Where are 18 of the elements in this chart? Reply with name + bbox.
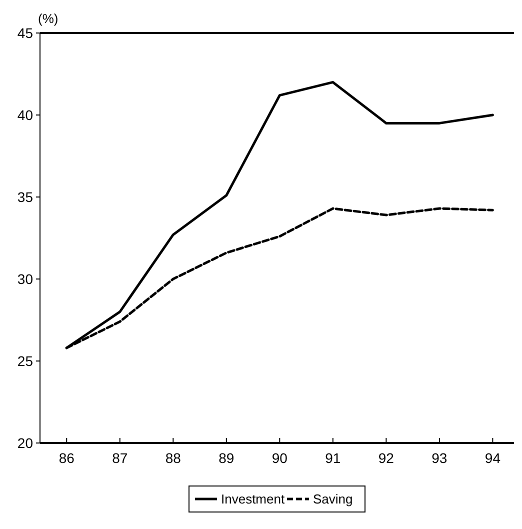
x-tick-label: 92 <box>378 450 394 466</box>
y-tick-label: 35 <box>17 188 34 205</box>
x-tick-label: 90 <box>272 450 288 466</box>
y-tick-label: 45 <box>17 24 34 41</box>
x-tick-label: 89 <box>218 450 234 466</box>
y-tick-label: 30 <box>17 270 34 287</box>
y-tick-label: 20 <box>17 434 34 451</box>
legend-label: Investment <box>221 492 285 507</box>
y-tick-label: 25 <box>17 352 34 369</box>
y-axis-title: (%) <box>38 11 58 26</box>
x-tick-label: 88 <box>165 450 182 466</box>
x-tick-label: 86 <box>58 450 75 466</box>
x-tick-label: 87 <box>112 450 128 466</box>
legend-label: Saving <box>313 492 353 507</box>
x-tick-label: 91 <box>325 450 341 466</box>
x-tick-label: 94 <box>484 450 501 466</box>
x-tick-label: 93 <box>432 450 448 466</box>
y-tick-label: 40 <box>17 106 34 123</box>
